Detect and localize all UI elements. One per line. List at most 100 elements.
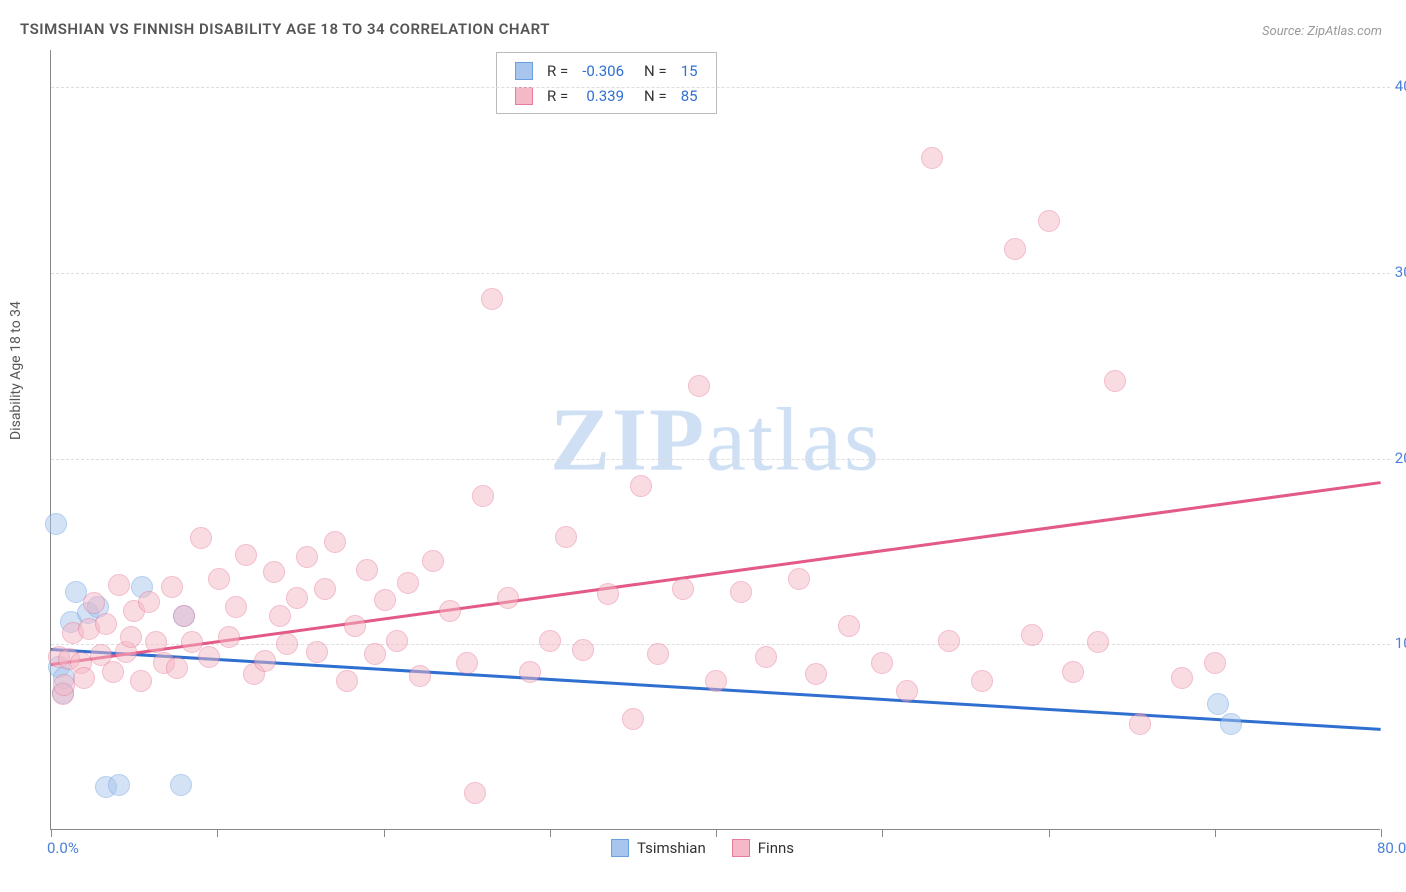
x-tick xyxy=(51,829,52,837)
legend-row: R =-0.306N =15 xyxy=(509,59,704,82)
y-tick-label: 20.0% xyxy=(1395,449,1406,467)
legend-label: Finns xyxy=(758,839,794,857)
data-point xyxy=(630,475,652,497)
data-point xyxy=(145,631,167,653)
data-point xyxy=(102,661,124,683)
data-point xyxy=(622,708,644,730)
watermark: ZIPatlas xyxy=(550,388,881,491)
data-point xyxy=(108,574,130,596)
data-point xyxy=(730,581,752,603)
data-point xyxy=(336,670,358,692)
data-point xyxy=(519,661,541,683)
data-point xyxy=(871,652,893,674)
data-point xyxy=(472,485,494,507)
data-point xyxy=(166,657,188,679)
data-point xyxy=(755,646,777,668)
data-point xyxy=(1021,624,1043,646)
x-tick xyxy=(550,829,551,837)
legend-swatch xyxy=(732,839,750,857)
data-point xyxy=(555,526,577,548)
trend-line xyxy=(51,481,1381,665)
data-point xyxy=(269,605,291,627)
x-tick xyxy=(716,829,717,837)
data-point xyxy=(597,583,619,605)
scatter-plot: ZIPatlas R =-0.306N =15R =0.339N =85 Tsi… xyxy=(50,50,1380,830)
data-point xyxy=(364,643,386,665)
chart-title: TSIMSHIAN VS FINNISH DISABILITY AGE 18 T… xyxy=(20,20,550,38)
x-tick xyxy=(1215,829,1216,837)
data-point xyxy=(130,670,152,692)
data-point xyxy=(138,591,160,613)
data-point xyxy=(73,667,95,689)
data-point xyxy=(296,546,318,568)
data-point xyxy=(1207,693,1229,715)
data-point xyxy=(688,375,710,397)
data-point xyxy=(1171,667,1193,689)
data-point xyxy=(208,568,230,590)
gridline xyxy=(51,644,1390,645)
data-point xyxy=(409,665,431,687)
data-point xyxy=(1062,661,1084,683)
data-point xyxy=(235,544,257,566)
x-tick-label: 0.0% xyxy=(47,839,79,857)
data-point xyxy=(190,527,212,549)
data-point xyxy=(53,674,75,696)
data-point xyxy=(45,513,67,535)
data-point xyxy=(788,568,810,590)
data-point xyxy=(276,633,298,655)
data-point xyxy=(456,652,478,674)
data-point xyxy=(198,646,220,668)
x-tick xyxy=(217,829,218,837)
data-point xyxy=(356,559,378,581)
legend-label: Tsimshian xyxy=(637,839,706,857)
data-point xyxy=(838,615,860,637)
data-point xyxy=(314,578,336,600)
data-point xyxy=(672,578,694,600)
data-point xyxy=(108,774,130,796)
data-point xyxy=(95,613,117,635)
data-point xyxy=(286,587,308,609)
data-point xyxy=(938,630,960,652)
gridline xyxy=(51,459,1390,460)
data-point xyxy=(374,589,396,611)
data-point xyxy=(1129,713,1151,735)
data-point xyxy=(344,615,366,637)
data-point xyxy=(306,641,328,663)
x-tick xyxy=(882,829,883,837)
data-point xyxy=(120,626,142,648)
data-point xyxy=(1104,370,1126,392)
source-attribution: Source: ZipAtlas.com xyxy=(1262,24,1382,39)
data-point xyxy=(1087,631,1109,653)
data-point xyxy=(1004,238,1026,260)
y-tick-label: 30.0% xyxy=(1395,263,1406,281)
gridline xyxy=(51,87,1390,88)
data-point xyxy=(497,587,519,609)
x-tick xyxy=(1381,829,1382,837)
data-point xyxy=(173,605,195,627)
data-point xyxy=(539,630,561,652)
data-point xyxy=(324,531,346,553)
y-tick-label: 10.0% xyxy=(1395,634,1406,652)
gridline xyxy=(51,273,1390,274)
data-point xyxy=(896,680,918,702)
data-point xyxy=(464,782,486,804)
data-point xyxy=(83,592,105,614)
y-tick-label: 40.0% xyxy=(1395,77,1406,95)
data-point xyxy=(225,596,247,618)
data-point xyxy=(971,670,993,692)
x-tick xyxy=(1049,829,1050,837)
data-point xyxy=(1220,713,1242,735)
data-point xyxy=(170,774,192,796)
data-point xyxy=(1204,652,1226,674)
legend-swatch xyxy=(611,839,629,857)
data-point xyxy=(254,650,276,672)
correlation-legend: R =-0.306N =15R =0.339N =85 xyxy=(496,52,717,114)
data-point xyxy=(805,663,827,685)
data-point xyxy=(422,550,444,572)
data-point xyxy=(439,600,461,622)
data-point xyxy=(263,561,285,583)
y-axis-label: Disability Age 18 to 34 xyxy=(8,301,24,440)
data-point xyxy=(161,576,183,598)
data-point xyxy=(1038,210,1060,232)
x-tick-label: 80.0% xyxy=(1377,839,1406,857)
